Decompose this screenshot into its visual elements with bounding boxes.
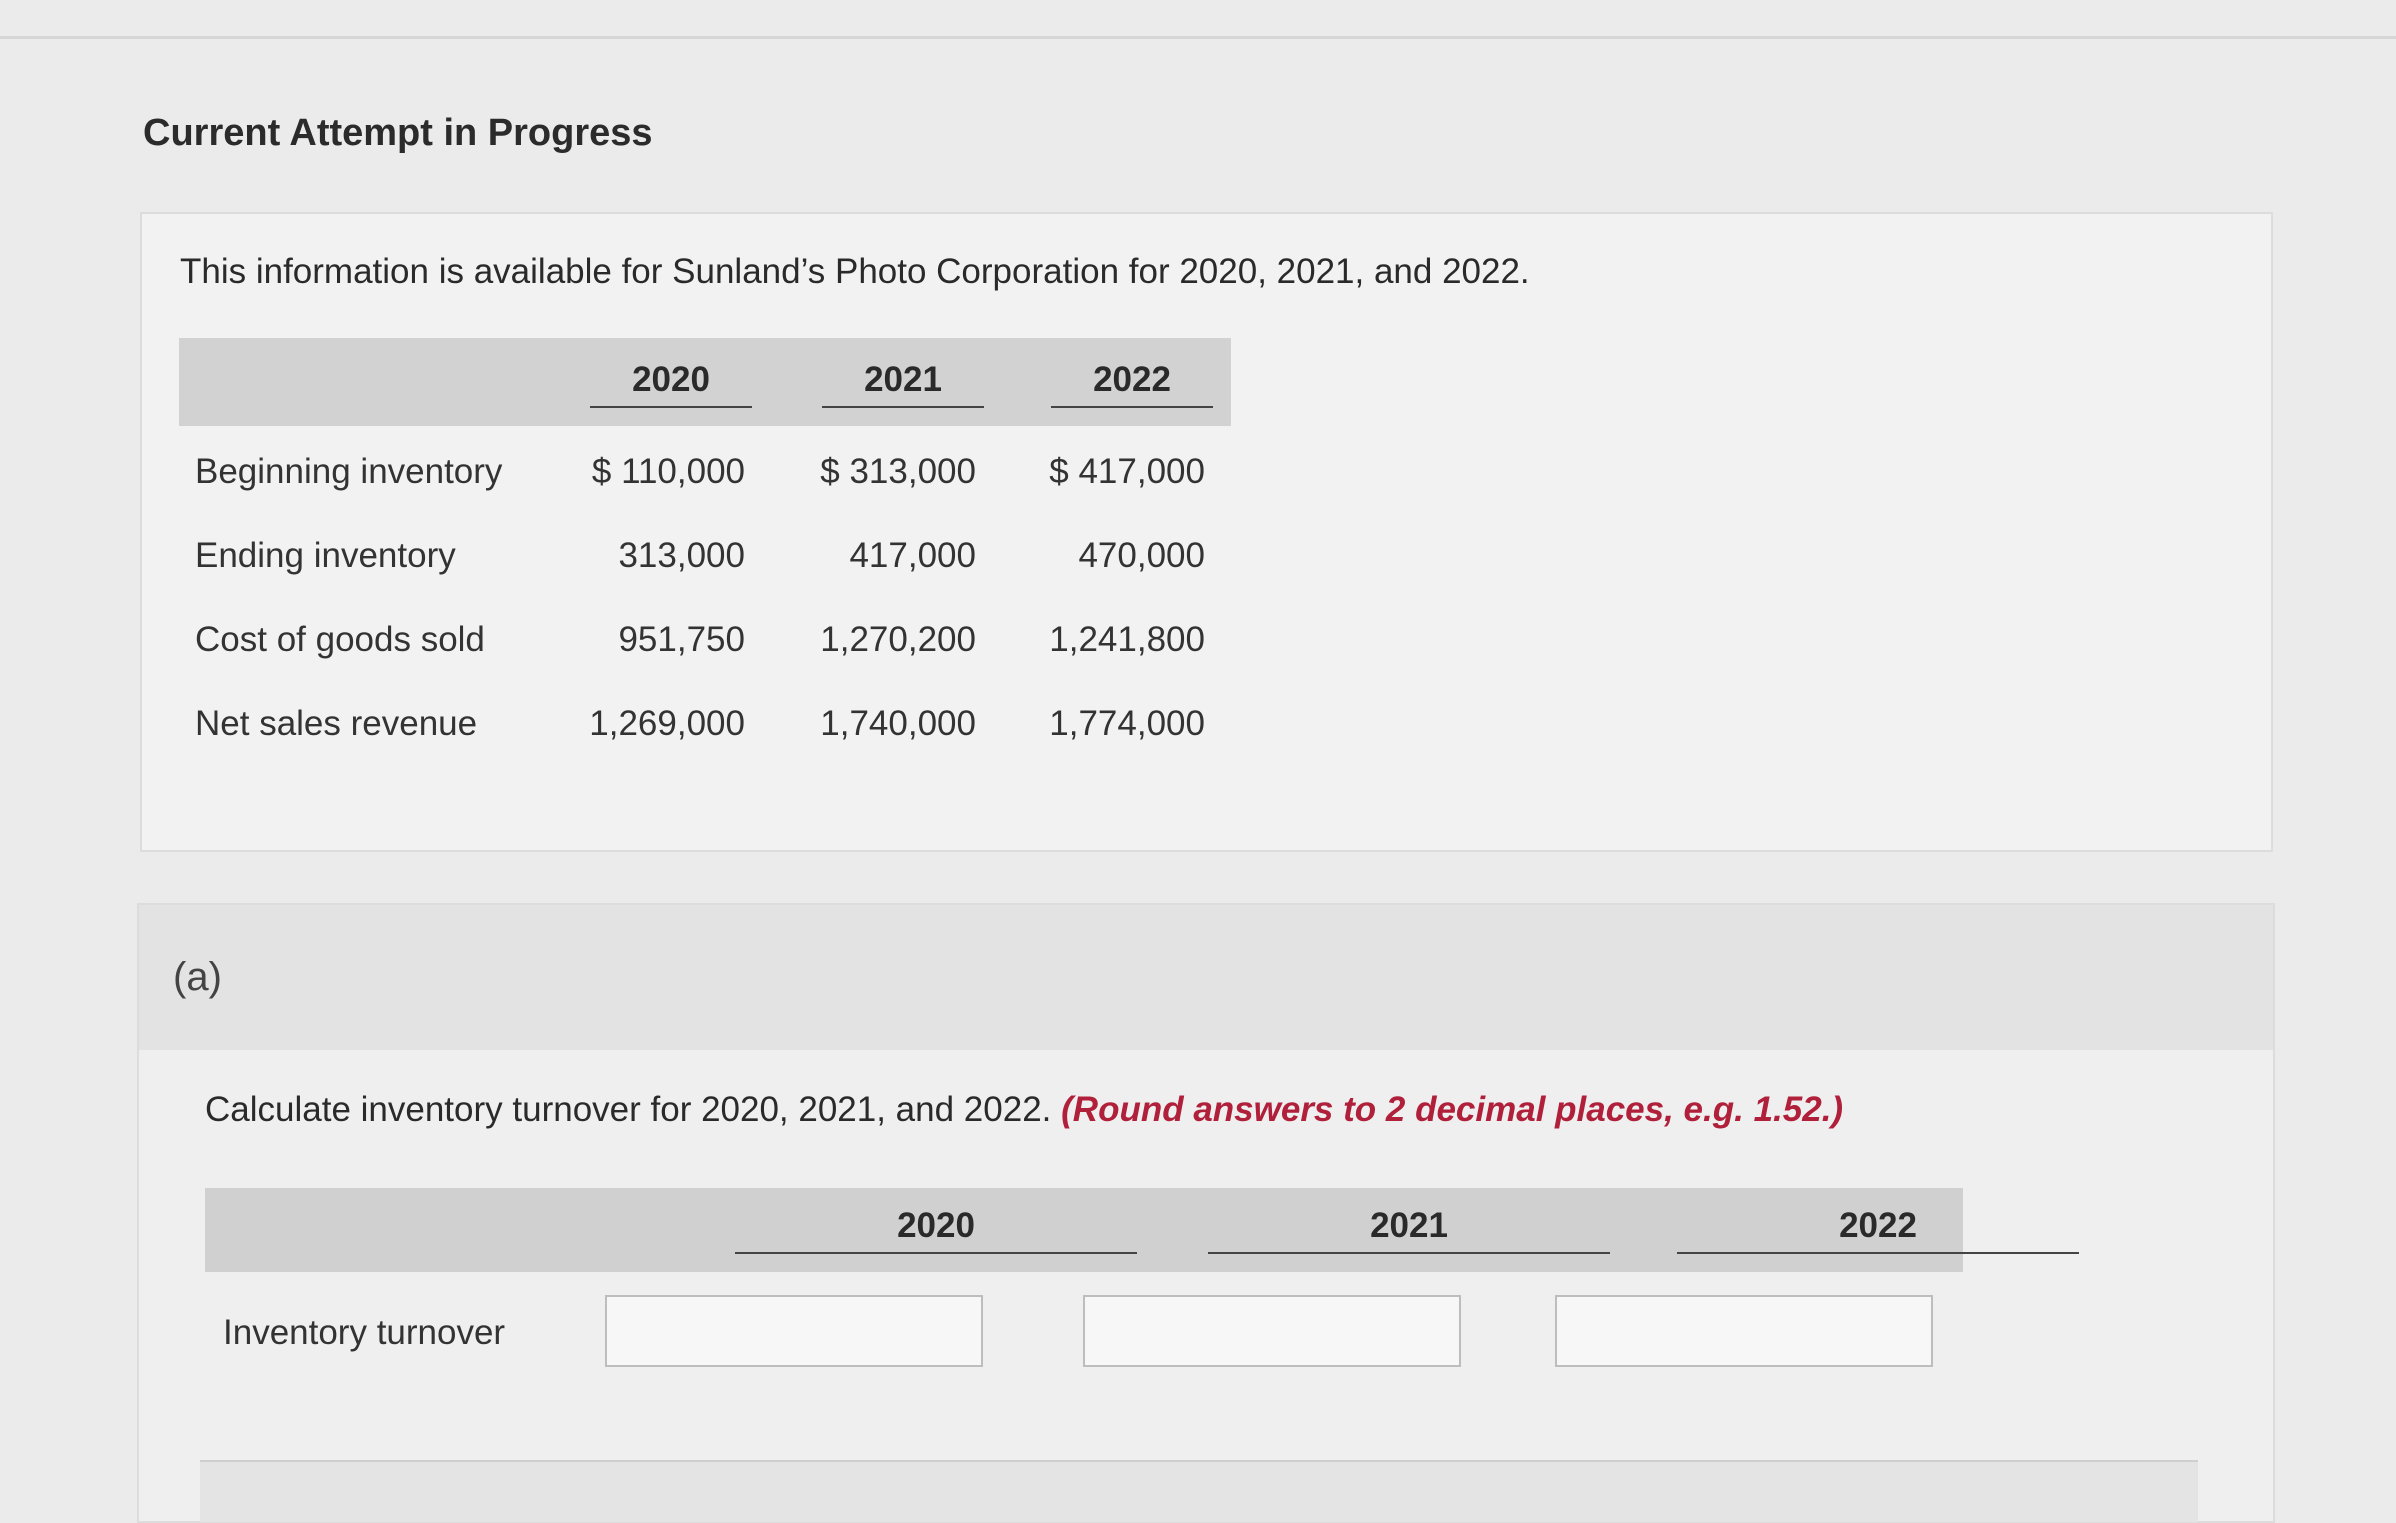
row-label: Beginning inventory — [195, 452, 503, 491]
inventory-data-table: 2020 2021 2022 Beginning inventory $ 110… — [179, 338, 1231, 762]
top-divider — [0, 36, 2396, 39]
info-text: This information is available for Sunlan… — [180, 252, 1530, 291]
cell-value: 1,269,000 — [589, 704, 745, 743]
page-heading: Current Attempt in Progress — [143, 112, 653, 154]
rounding-instruction: (Round answers to 2 decimal places, e.g.… — [1061, 1090, 1844, 1129]
column-header-2020: 2020 — [590, 360, 752, 408]
cell-value: 1,270,200 — [820, 620, 976, 659]
footer-panel — [200, 1460, 2198, 1522]
cell-value: $ 313,000 — [820, 452, 976, 491]
column-header-2022: 2022 — [1051, 360, 1213, 408]
row-label: Net sales revenue — [195, 704, 478, 743]
column-header-2021: 2021 — [822, 360, 984, 408]
row-label: Ending inventory — [195, 536, 456, 575]
table-row: Net sales revenue 1,269,000 1,740,000 1,… — [179, 678, 1231, 762]
question-main: Calculate inventory turnover for 2020, 2… — [205, 1090, 1052, 1129]
inventory-turnover-label: Inventory turnover — [223, 1313, 506, 1352]
part-letter: (a) — [173, 955, 222, 999]
answer-column-2022: 2022 — [1677, 1206, 2079, 1254]
row-label: Cost of goods sold — [195, 620, 485, 659]
cell-value: 1,241,800 — [1049, 620, 1205, 659]
cell-value: $ 417,000 — [1049, 452, 1205, 491]
inventory-turnover-2021-input[interactable] — [1083, 1295, 1461, 1367]
cell-value: $ 110,000 — [591, 452, 745, 491]
cell-value: 951,750 — [618, 620, 745, 659]
answer-column-2021: 2021 — [1208, 1206, 1610, 1254]
info-panel: This information is available for Sunlan… — [140, 212, 2273, 852]
answer-table-header: 2020 2021 2022 — [205, 1188, 2079, 1272]
cell-value: 417,000 — [849, 536, 976, 575]
question-text: Calculate inventory turnover for 2020, 2… — [205, 1090, 1843, 1130]
answer-column-2020: 2020 — [735, 1206, 1137, 1254]
table-header: 2020 2021 2022 — [179, 338, 1231, 426]
cell-value: 1,774,000 — [1049, 704, 1205, 743]
cell-value: 313,000 — [618, 536, 745, 575]
cell-value: 1,740,000 — [820, 704, 976, 743]
inventory-turnover-2020-input[interactable] — [605, 1295, 983, 1367]
inventory-turnover-2022-input[interactable] — [1555, 1295, 1933, 1367]
part-a-header: (a) — [139, 905, 2273, 1050]
table-row: Ending inventory 313,000 417,000 470,000 — [179, 510, 1231, 594]
part-a-panel: (a) Calculate inventory turnover for 202… — [137, 903, 2275, 1523]
table-row: Cost of goods sold 951,750 1,270,200 1,2… — [179, 594, 1231, 678]
cell-value: 470,000 — [1078, 536, 1205, 575]
table-row: Beginning inventory $ 110,000 $ 313,000 … — [179, 426, 1231, 510]
